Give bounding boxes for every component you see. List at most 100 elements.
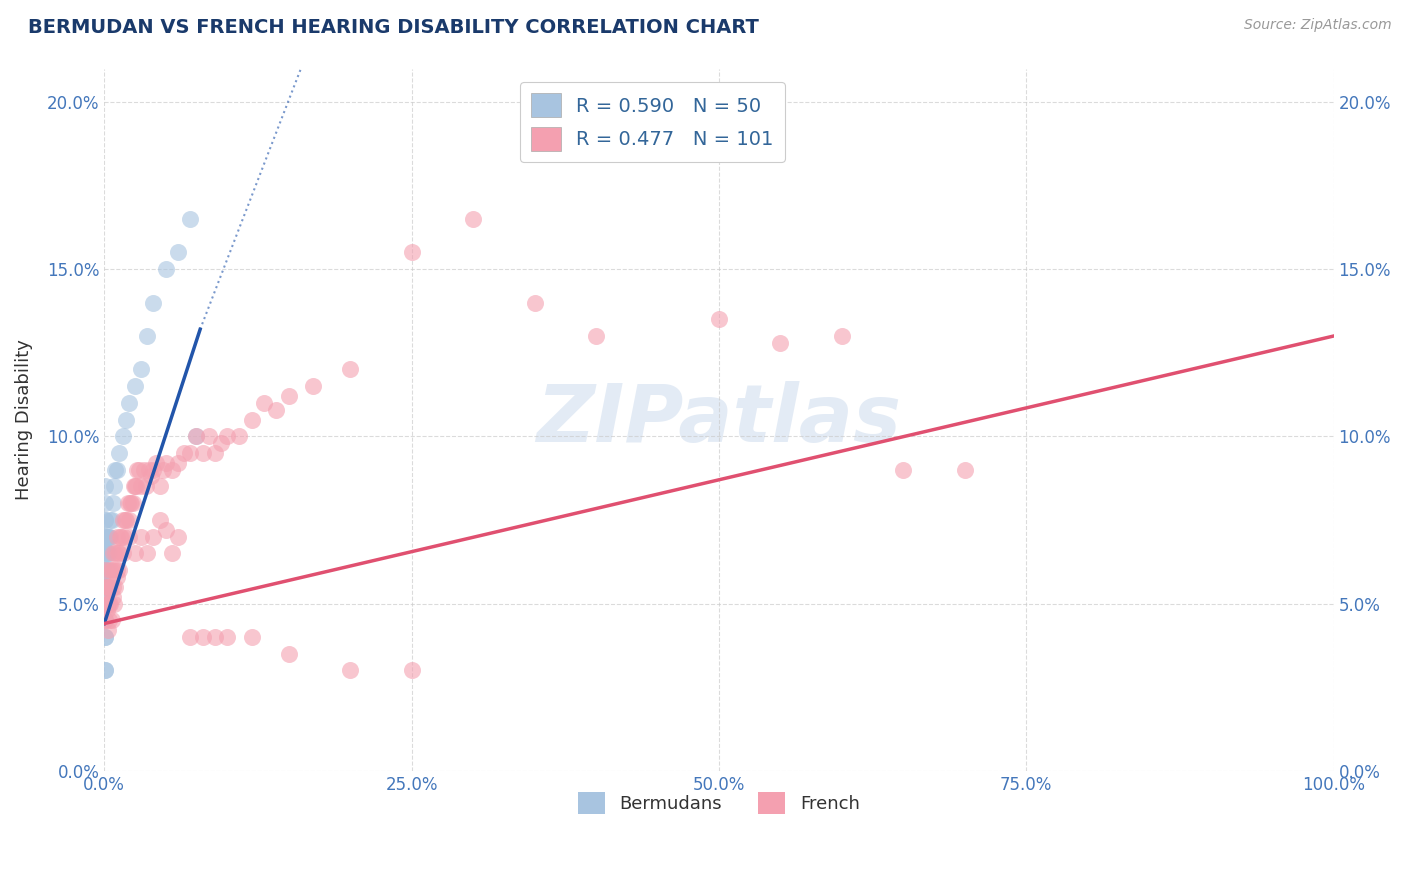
Point (94, 613, 117, 627)
Point (277, 647, 299, 661)
Point (97, 624, 120, 638)
Point (121, 496, 143, 510)
Point (118, 513, 141, 527)
Point (96, 597, 118, 611)
Point (302, 379, 325, 393)
Point (129, 362, 152, 376)
Point (96, 546, 118, 560)
Point (98, 597, 121, 611)
Point (96, 563, 118, 577)
Point (831, 329, 853, 343)
Point (217, 630, 239, 644)
Point (94, 597, 117, 611)
Point (142, 295, 165, 310)
Point (94, 580, 117, 594)
Point (94, 580, 117, 594)
Point (118, 530, 141, 544)
Point (124, 379, 146, 393)
Point (197, 429, 219, 443)
Point (118, 396, 141, 410)
Point (96, 530, 118, 544)
Point (186, 429, 208, 443)
Point (96, 603, 118, 617)
Point (228, 429, 250, 443)
Point (167, 456, 190, 470)
Point (127, 463, 149, 477)
Point (122, 479, 145, 493)
Point (138, 463, 160, 477)
Point (461, 211, 484, 226)
Point (155, 523, 177, 537)
Point (94, 630, 117, 644)
Point (124, 479, 146, 493)
Point (101, 580, 124, 594)
Point (139, 469, 162, 483)
Point (110, 530, 132, 544)
Point (142, 530, 165, 544)
Point (253, 396, 276, 410)
Point (186, 429, 208, 443)
Point (97, 597, 120, 611)
Point (120, 496, 142, 510)
Point (117, 496, 139, 510)
Point (111, 429, 134, 443)
Point (167, 530, 190, 544)
Point (125, 479, 148, 493)
Point (94, 546, 117, 560)
Point (94, 563, 117, 577)
Point (707, 312, 730, 326)
Point (94, 664, 117, 678)
Point (94, 664, 117, 678)
Point (104, 580, 127, 594)
Point (110, 530, 132, 544)
Point (94, 563, 117, 577)
Point (101, 546, 124, 560)
Point (105, 530, 128, 544)
Point (100, 580, 122, 594)
Point (105, 570, 128, 584)
Point (891, 463, 914, 477)
Point (103, 597, 125, 611)
Point (160, 546, 183, 560)
Point (179, 211, 201, 226)
Point (100, 513, 122, 527)
Point (179, 446, 201, 460)
Point (120, 496, 142, 510)
Text: Source: ZipAtlas.com: Source: ZipAtlas.com (1244, 18, 1392, 32)
Point (114, 513, 136, 527)
Point (98, 613, 121, 627)
Point (94, 563, 117, 577)
Point (94, 563, 117, 577)
Point (115, 412, 138, 426)
Point (94, 530, 117, 544)
Point (401, 245, 423, 260)
Point (240, 630, 263, 644)
Point (155, 456, 177, 470)
Point (94, 630, 117, 644)
Point (277, 389, 299, 403)
Point (97, 563, 120, 577)
Point (97, 530, 120, 544)
Point (173, 446, 195, 460)
Point (167, 245, 190, 260)
Point (108, 563, 131, 577)
Point (523, 295, 546, 310)
Point (100, 513, 122, 527)
Point (179, 630, 201, 644)
Point (94, 530, 117, 544)
Point (953, 463, 976, 477)
Point (94, 580, 117, 594)
Point (142, 463, 165, 477)
Point (100, 597, 122, 611)
Point (191, 446, 214, 460)
Point (101, 496, 124, 510)
Point (104, 546, 127, 560)
Point (339, 664, 361, 678)
Point (136, 329, 159, 343)
Point (124, 546, 146, 560)
Point (191, 630, 214, 644)
Y-axis label: Hearing Disability: Hearing Disability (15, 339, 32, 500)
Point (98, 530, 121, 544)
Point (115, 513, 138, 527)
Point (105, 463, 128, 477)
